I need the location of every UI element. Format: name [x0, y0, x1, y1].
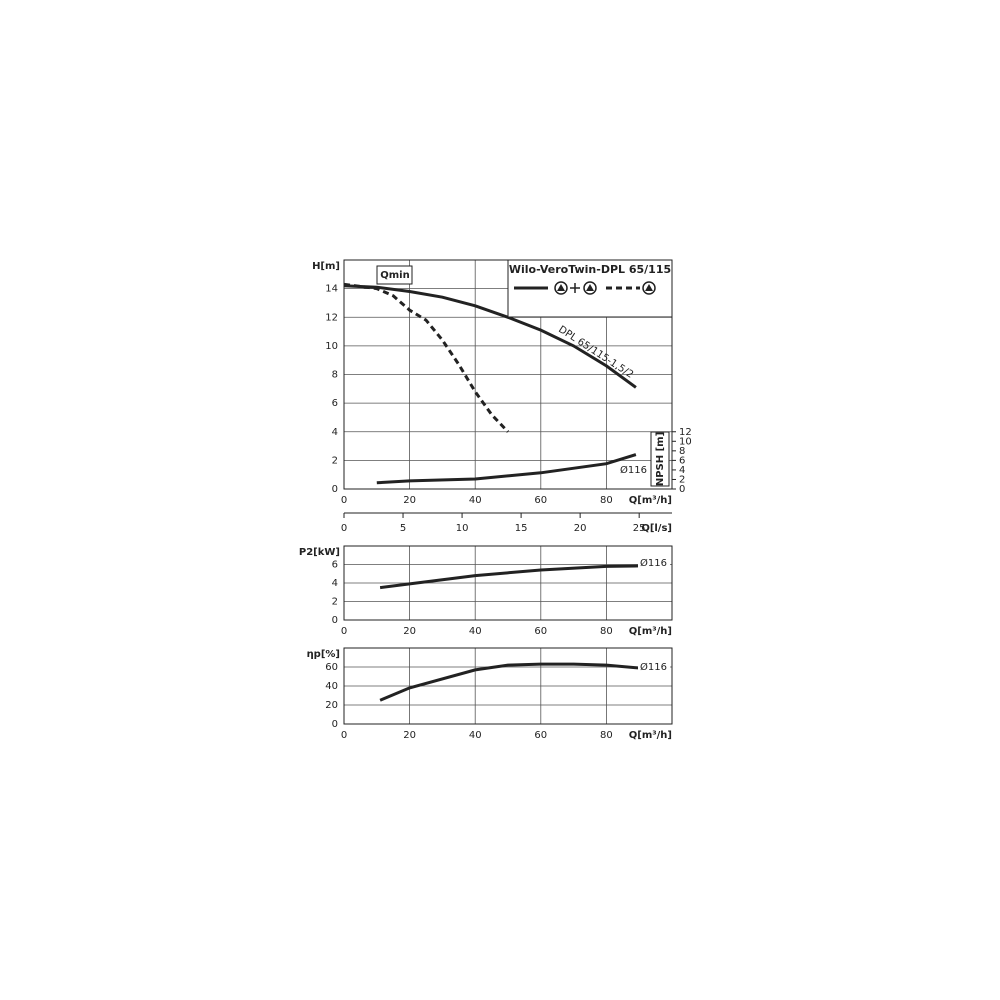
- series-line: [376, 453, 637, 485]
- x2-tick-label: 15: [515, 523, 528, 534]
- x-tick-label: 60: [534, 730, 547, 741]
- x-axis-label: Q[m³/h]: [629, 626, 672, 637]
- annotation-box: [376, 265, 413, 285]
- y2-axis-label: NPSH [m]: [655, 432, 666, 486]
- plot-frame: [343, 647, 673, 725]
- annotation-bg: [638, 556, 670, 570]
- x-tick-label: 40: [469, 495, 482, 506]
- x-tick-label: 80: [600, 626, 613, 637]
- x-tick-label: 60: [534, 626, 547, 637]
- y-tick-label: 6: [332, 398, 338, 409]
- legend-title: Wilo-VeroTwin-DPL 65/115: [509, 263, 671, 276]
- series-line: [343, 282, 510, 433]
- y-axis-label: ηp[%]: [307, 649, 340, 660]
- x-tick-label: 40: [469, 730, 482, 741]
- y2-tick-label: 2: [679, 474, 685, 485]
- y2-tick-label: 10: [679, 436, 692, 447]
- x2-tick-label: 0: [341, 523, 347, 534]
- series-line: [379, 564, 640, 590]
- annotation-bg: [638, 660, 670, 674]
- pump-icon: [645, 284, 653, 291]
- y-axis-label: H[m]: [312, 261, 340, 272]
- annotation: Ø116: [620, 464, 647, 476]
- series-line: [343, 284, 637, 389]
- y-tick-label: 10: [325, 341, 338, 352]
- series-line: [379, 662, 640, 702]
- x-tick-label: 20: [403, 626, 416, 637]
- x-tick-label: 0: [341, 495, 347, 506]
- x-axis-label: Q[m³/h]: [629, 730, 672, 741]
- annotation: Ø116: [640, 661, 667, 673]
- x-tick-label: 20: [403, 495, 416, 506]
- y-tick-label: 4: [332, 578, 338, 589]
- x-axis-label: Q[m³/h]: [629, 495, 672, 506]
- y-tick-label: 20: [325, 700, 338, 711]
- y2-tick-label: 6: [679, 455, 685, 466]
- annotation: DPL 65/115-1,5/2: [556, 324, 635, 381]
- y-tick-label: 2: [332, 597, 338, 608]
- y-tick-label: 40: [325, 681, 338, 692]
- x-tick-label: 0: [341, 626, 347, 637]
- x-tick-label: 80: [600, 730, 613, 741]
- pump-icon: [586, 284, 594, 291]
- x2-tick-label: 5: [400, 523, 406, 534]
- y-tick-label: 6: [332, 560, 338, 571]
- x-tick-label: 40: [469, 626, 482, 637]
- y-tick-label: 4: [332, 427, 338, 438]
- y-tick-label: 8: [332, 370, 338, 381]
- y2-tick-label: 4: [679, 465, 685, 476]
- x-tick-label: 80: [600, 495, 613, 506]
- y2-tick-label: 12: [679, 427, 692, 438]
- annotation: Qmin: [380, 270, 409, 281]
- x2-axis-label: Q[l/s]: [641, 523, 672, 534]
- y2-label-box: [650, 431, 670, 487]
- y-tick-label: 14: [325, 284, 338, 295]
- y2-tick-label: 8: [679, 446, 685, 457]
- y-tick-label: 2: [332, 455, 338, 466]
- x-tick-label: 0: [341, 730, 347, 741]
- x2-tick-label: 10: [456, 523, 469, 534]
- y2-tick-label: 0: [679, 484, 685, 495]
- pump-icon: [557, 284, 565, 291]
- x-tick-label: 20: [403, 730, 416, 741]
- x2-tick-label: 20: [574, 523, 587, 534]
- y-tick-label: 0: [332, 484, 338, 495]
- annotation: Ø116: [640, 557, 667, 569]
- y-tick-label: 0: [332, 615, 338, 626]
- annotation-bg: [618, 463, 650, 477]
- plot-frame: [343, 545, 673, 621]
- x2-tick-label: 25: [633, 523, 646, 534]
- x-tick-label: 60: [534, 495, 547, 506]
- y-tick-label: 60: [325, 662, 338, 673]
- y-tick-label: 0: [332, 719, 338, 730]
- y-tick-label: 12: [325, 312, 338, 323]
- y-axis-label: P2[kW]: [299, 547, 340, 558]
